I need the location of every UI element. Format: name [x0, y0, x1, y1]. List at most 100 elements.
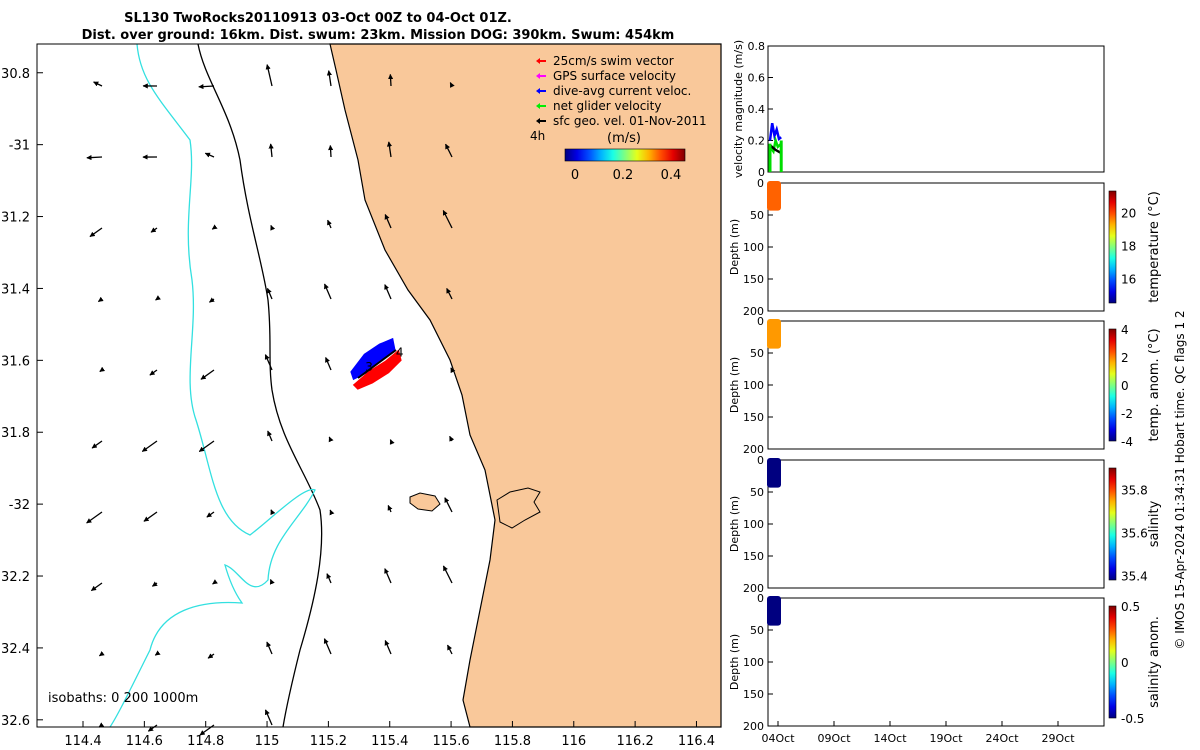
velocity-ylabel: velocity magnitude (m/s) [732, 40, 745, 178]
geo-velocity-arrow [264, 354, 273, 371]
geo-velocity-arrow [154, 650, 161, 656]
profile-data-block [767, 181, 781, 211]
y-tick-label: 31.8 [1, 426, 30, 441]
colorbar-tick-label: -4 [1121, 435, 1133, 449]
geo-velocity-arrow [450, 367, 456, 374]
depth-y-tick-label: 50 [750, 209, 764, 222]
geo-velocity-arrow [327, 219, 332, 229]
vertical-colorbar [1108, 467, 1117, 581]
geo-velocity-arrow [325, 357, 332, 371]
geo-velocity-arrow [269, 578, 275, 585]
geo-velocity-arrow [265, 64, 273, 87]
geo-velocity-arrow [143, 511, 158, 522]
depth-y-tick-label: 100 [743, 379, 764, 392]
geo-velocity-arrow [99, 366, 106, 373]
geo-velocity-arrow [212, 579, 218, 585]
depth-y-tick-label: 0 [757, 315, 764, 328]
geo-velocity-arrow [326, 573, 332, 584]
geo-velocity-arrow [449, 82, 455, 88]
legend-label: 25cm/s swim vector [553, 54, 674, 68]
depth-ylabel: Depth (m) [728, 496, 741, 552]
geo-velocity-arrow [149, 369, 158, 376]
legend-label: dive-avg current veloc. [553, 84, 691, 98]
swim-vector-track [352, 349, 402, 390]
geo-velocity-arrow [446, 287, 453, 300]
geo-velocity-arrow [323, 283, 332, 300]
geo-velocity-arrow [449, 435, 455, 442]
time-x-tick-label: 14Oct [873, 732, 907, 745]
depth-y-tick-label: 200 [743, 720, 764, 733]
geo-velocity-arrow [386, 141, 393, 158]
depth-y-tick-label: 50 [750, 624, 764, 637]
geo-velocity-arrow [444, 143, 453, 158]
legend-arrowhead [536, 58, 540, 64]
geo-velocity-arrow [147, 724, 158, 732]
time-x-tick-label: 09Oct [817, 732, 851, 745]
y-tick-label: 32.6 [1, 714, 30, 729]
depth-axes [767, 320, 1105, 450]
geo-velocity-arrow [209, 297, 215, 303]
depth-y-tick-label: 200 [743, 443, 764, 456]
geo-velocity-arrow [266, 287, 273, 300]
depth-ylabel: Depth (m) [728, 634, 741, 690]
depth-y-tick-label: 100 [743, 656, 764, 669]
y-tick-label: 31.2 [1, 211, 30, 226]
legend-label: net glider velocity [553, 99, 661, 113]
track-label: 3 [365, 360, 373, 374]
title-line-1: SL130 TwoRocks20110913 03-Oct 00Z to 04-… [124, 11, 512, 26]
x-tick-label: 114.6 [126, 734, 163, 749]
land-mass [329, 43, 722, 728]
map-panel: 4 3 114.4 114.6 114.8 115 115.2 115.4 115.6 115.8… [1, 43, 722, 749]
y-tick-label: 30.8 [1, 67, 30, 82]
geo-velocity-arrow [387, 504, 393, 513]
legend-label: GPS surface velocity [553, 69, 676, 83]
depth-y-tick-label: 200 [743, 305, 764, 318]
colorbar-tick-label: 20 [1121, 206, 1136, 220]
time-x-tick-label: 19Oct [929, 732, 963, 745]
geo-velocity-arrow [97, 296, 104, 303]
geo-velocity-arrow [446, 644, 453, 655]
isobath-1000 [109, 43, 316, 728]
vertical-colorbar [1108, 190, 1117, 304]
x-tick-label: 115.2 [310, 734, 347, 749]
colorbar-tick-label: 0 [571, 168, 579, 183]
isobath-200 [197, 43, 323, 728]
velocity-y-tick-label: 0.8 [748, 40, 766, 53]
geo-velocity-arrow [206, 511, 215, 518]
geo-velocity-arrow [90, 582, 103, 592]
geo-velocity-arrow [270, 509, 276, 516]
map-axes-frame [36, 43, 722, 728]
colorbar-label: salinity anom. [1147, 616, 1162, 708]
colorbar-tick-label: -0.5 [1121, 712, 1144, 726]
geo-velocity-arrow [444, 497, 453, 513]
geo-velocity-arrow [98, 651, 105, 657]
geo-velocity-arrow [384, 640, 392, 655]
dive-avg-current-track [350, 337, 396, 381]
depth-axes [767, 597, 1105, 727]
profile-data-block [767, 596, 781, 626]
legend-label: sfc geo. vel. 01-Nov-2011 [553, 114, 707, 128]
profile-data-block [767, 458, 781, 488]
legend-arrowhead [536, 118, 540, 124]
x-tick-label: 116.2 [617, 734, 654, 749]
geo-velocity-arrow [388, 73, 394, 87]
geo-velocity-arrow [151, 581, 158, 587]
velocity-series-line [769, 144, 782, 155]
colorbar-horizontal [564, 148, 686, 162]
geo-velocity-arrow [384, 214, 392, 229]
geo-velocity-arrow [204, 152, 215, 158]
credit-text: © IMOS 15-Apr-2024 01:34:31 Hobart time.… [1173, 310, 1187, 649]
depth-y-tick-label: 150 [743, 273, 764, 286]
y-tick-label: 31.6 [1, 354, 30, 369]
geo-velocity-arrow [267, 430, 273, 442]
geo-velocity-arrow [211, 224, 218, 230]
velocity-y-tick-label: 0.2 [748, 135, 766, 148]
net-track-line [357, 349, 397, 379]
depth-y-tick-label: 150 [743, 688, 764, 701]
depth-y-tick-label: 150 [743, 411, 764, 424]
depth-ylabel: Depth (m) [728, 357, 741, 413]
geo-velocity-arrow [326, 70, 332, 87]
x-tick-label: 115.4 [371, 734, 408, 749]
legend-arrowhead [536, 88, 540, 94]
colorbar-tick-label: 35.8 [1121, 484, 1148, 498]
